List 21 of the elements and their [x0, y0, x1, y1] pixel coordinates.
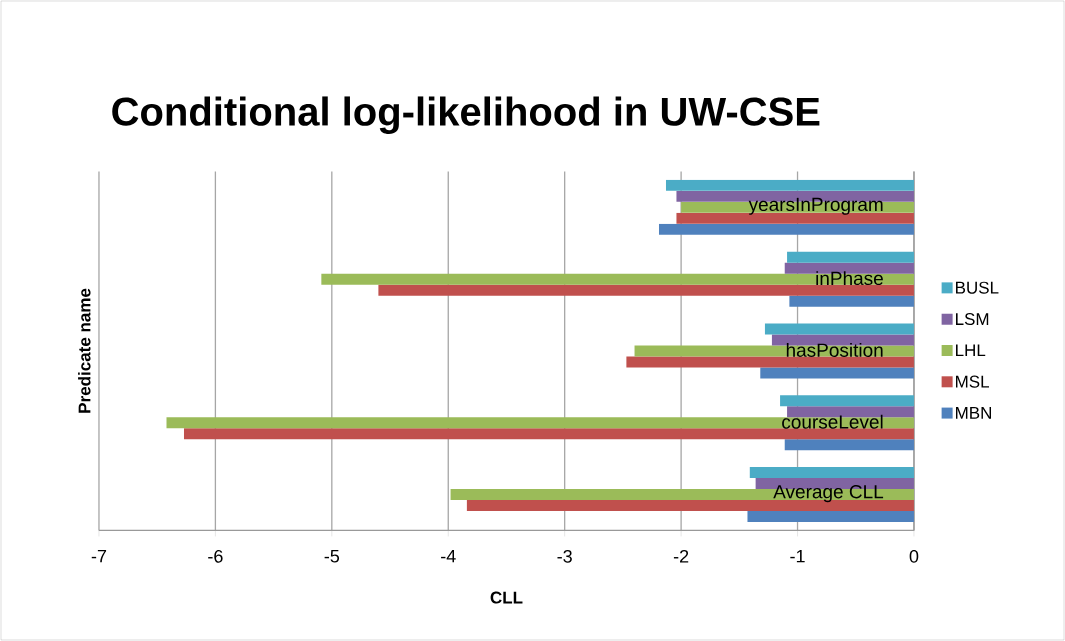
- legend-label: BUSL: [956, 281, 999, 294]
- y-tick-label: Average CLL: [773, 484, 884, 503]
- y-tick-label: hasPosition: [786, 342, 883, 357]
- x-tick-label: -2: [673, 549, 689, 563]
- y-tick-label: inPhase: [816, 271, 883, 286]
- legend-label: MSL: [956, 375, 990, 388]
- x-tick-label: -7: [91, 549, 107, 563]
- x-tick-label: -6: [208, 549, 223, 563]
- x-tick-label: -3: [557, 549, 572, 563]
- legend-label: LSM: [956, 313, 989, 326]
- y-tick-label: yearsInProgram: [748, 197, 883, 215]
- x-tick-label: -4: [441, 549, 456, 563]
- y-axis-title: Predicate name: [78, 288, 91, 413]
- legend-label: LHL: [956, 344, 986, 357]
- x-tick-label: -1: [790, 549, 805, 563]
- chart-title: Conditional log-likelihood in UW-CSE: [112, 96, 820, 134]
- x-tick-label: 0: [909, 549, 919, 563]
- y-tick-label: courseLevel: [782, 414, 883, 429]
- x-tick-label: -5: [324, 549, 340, 563]
- x-axis-title: CLL: [490, 591, 523, 604]
- legend-label: MBN: [956, 406, 991, 419]
